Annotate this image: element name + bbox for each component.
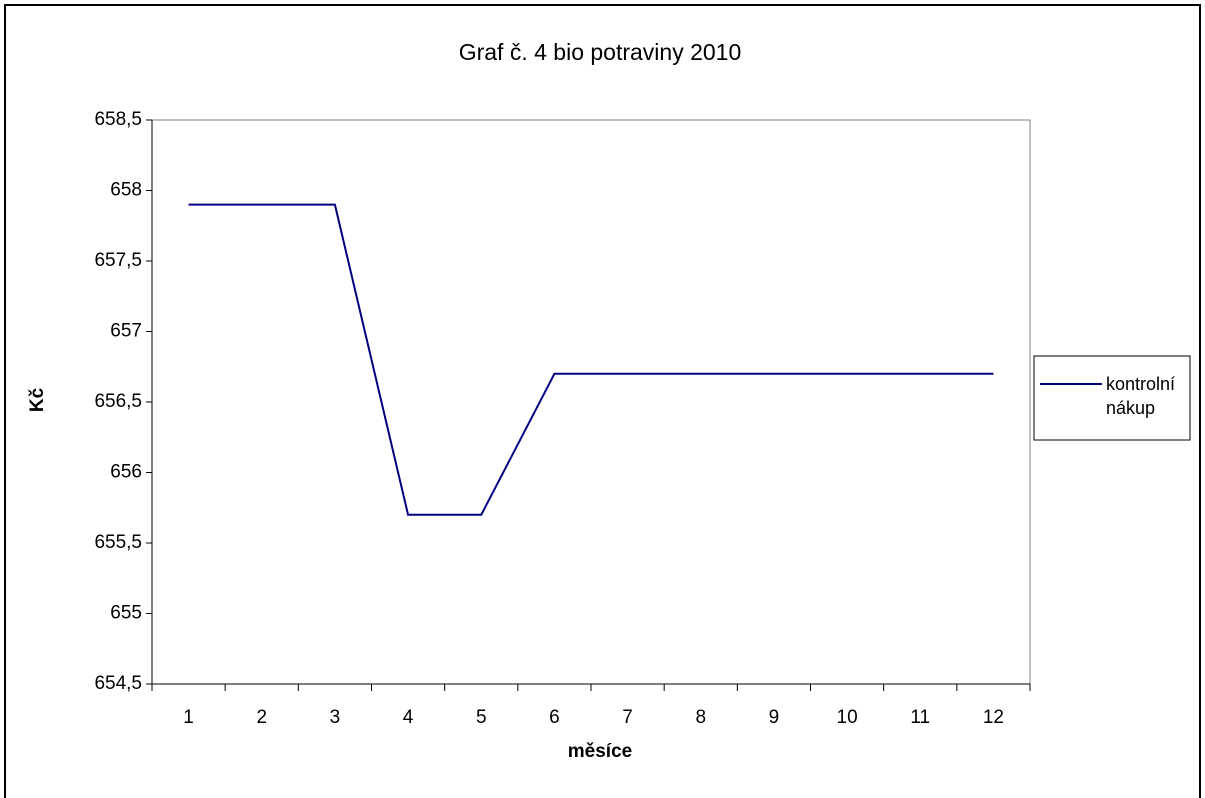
x-tick-label: 4 [403,707,414,728]
legend-box [1033,355,1191,441]
x-tick-label: 11 [910,707,930,728]
x-axis-label: měsíce [568,741,632,762]
y-tick-label: 656 [110,462,142,483]
y-tick-label: 657 [110,321,142,342]
x-tick-label: 6 [549,707,560,728]
legend-label: kontrolní nákup [1106,374,1176,418]
chart-title: Graf č. 4 bio potraviny 2010 [459,39,742,65]
y-tick-label: 657,5 [94,250,142,271]
y-tick-label: 655,5 [94,532,142,553]
y-tick-label: 654,5 [94,673,142,694]
y-tick-label: 655 [110,603,142,624]
x-tick-label: 5 [476,707,487,728]
y-tick-label: 658 [110,180,142,201]
x-tick-label: 7 [622,707,633,728]
plot-area [151,119,1031,685]
x-tick-label: 12 [983,707,1004,728]
y-tick-label: 658,5 [94,109,142,130]
x-tick-label: 1 [183,707,194,728]
x-tick-label: 9 [769,707,780,728]
x-tick-label: 2 [256,707,267,728]
x-tick-label: 8 [695,707,706,728]
x-tick-label: 3 [330,707,341,728]
data-line [188,203,994,516]
x-tick-label: 10 [837,707,858,728]
y-axis-label: Kč [27,387,48,412]
y-tick-label: 656,5 [94,391,142,412]
